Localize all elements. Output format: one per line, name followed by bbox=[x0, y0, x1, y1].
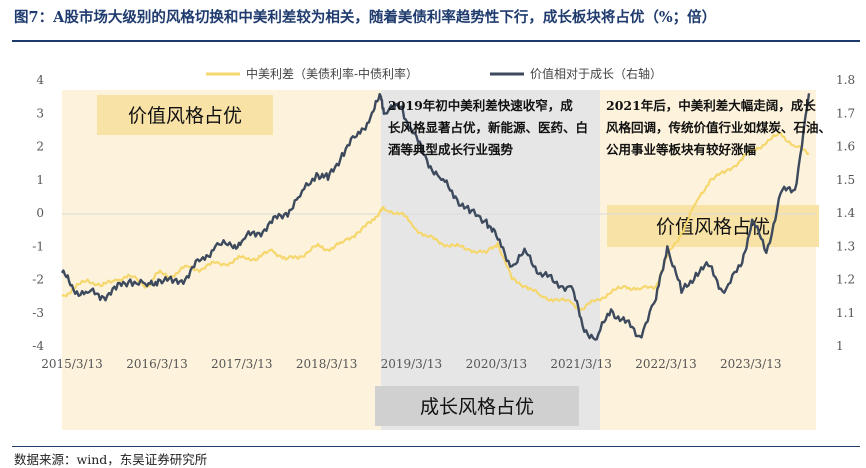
y-right-tick-label: 1.1 bbox=[836, 306, 855, 320]
legend-label: 中美利差（美债利率-中债利率） bbox=[246, 66, 418, 81]
shaded-region bbox=[380, 90, 600, 430]
source-note: 数据来源：wind，东吴证券研究所 bbox=[14, 452, 208, 467]
annotation-2021: 2021年后，中美利差大幅走阔，成长风格回调，传统价值行业如煤炭、石油、公用事业… bbox=[606, 98, 831, 157]
y-left-tick-label: 4 bbox=[36, 73, 44, 87]
y-right-tick-label: 1 bbox=[836, 339, 844, 353]
y-right-tick-label: 1.3 bbox=[836, 239, 855, 253]
series-line bbox=[61, 131, 810, 312]
x-tick-label: 2015/3/13 bbox=[41, 357, 103, 371]
shaded-region bbox=[62, 90, 381, 430]
y-left-tick-label: 3 bbox=[36, 106, 44, 120]
tick-labels: 4 3 2 1 0 -1 -2 -3 -4 1.8 1.7 1.6 1.5 1.4 1.3 1.2 1.1 1 20… bbox=[32, 73, 855, 371]
legend-label: 价值相对于成长（右轴） bbox=[530, 66, 662, 81]
y-right-tick-label: 1.6 bbox=[836, 140, 855, 154]
x-tick-label: 2023/3/13 bbox=[720, 357, 782, 371]
legend: 中美利差（美债利率-中债利率） 价值相对于成长（右轴） bbox=[206, 66, 662, 81]
y-left-tick-label: -4 bbox=[32, 339, 44, 353]
top-rule bbox=[12, 40, 860, 42]
x-tick-label: 2022/3/13 bbox=[635, 357, 697, 371]
y-left-tick-label: -2 bbox=[32, 273, 44, 287]
bottom-rule bbox=[12, 446, 860, 447]
y-left-tick-label: 0 bbox=[36, 206, 44, 220]
band-label-box bbox=[607, 205, 819, 247]
y-left-tick-label: 2 bbox=[36, 140, 44, 154]
figure-title: 图7：A股市场大级别的风格切换和中美利差较为相关，随着美债利率趋势性下行，成长板… bbox=[14, 9, 717, 26]
band-label-box bbox=[97, 95, 273, 135]
y-right-tick-label: 1.2 bbox=[836, 273, 855, 287]
series-lines bbox=[60, 92, 811, 341]
y-left-tick-label: -1 bbox=[32, 239, 44, 253]
band-label: 价值风格占优 bbox=[656, 216, 770, 238]
x-tick-label: 2021/3/13 bbox=[550, 357, 612, 371]
shaded-region bbox=[599, 90, 816, 430]
y-right-tick-label: 1.8 bbox=[836, 73, 855, 87]
x-tick-label: 2020/3/13 bbox=[466, 357, 528, 371]
annotations: 2019年初中美利差快速收窄，成长风格显著占优，新能源、医药、白酒等典型成长行业… bbox=[388, 98, 831, 157]
y-right-tick-label: 1.7 bbox=[836, 106, 855, 120]
y-left-tick-label: -3 bbox=[32, 306, 44, 320]
band-label: 成长风格占优 bbox=[420, 396, 534, 418]
y-right-tick-label: 1.4 bbox=[836, 206, 855, 220]
x-tick-label: 2017/3/13 bbox=[211, 357, 273, 371]
band-label-box bbox=[375, 386, 579, 426]
series-line bbox=[60, 92, 811, 341]
x-tick-label: 2016/3/13 bbox=[126, 357, 188, 371]
band-label: 价值风格占优 bbox=[128, 105, 242, 127]
y-left-tick-label: 1 bbox=[36, 173, 44, 187]
y-right-tick-label: 1.5 bbox=[836, 173, 855, 187]
annotation-2019: 2019年初中美利差快速收窄，成长风格显著占优，新能源、医药、白酒等典型成长行业… bbox=[388, 98, 588, 157]
x-tick-label: 2018/3/13 bbox=[296, 357, 358, 371]
x-tick-label: 2019/3/13 bbox=[381, 357, 443, 371]
